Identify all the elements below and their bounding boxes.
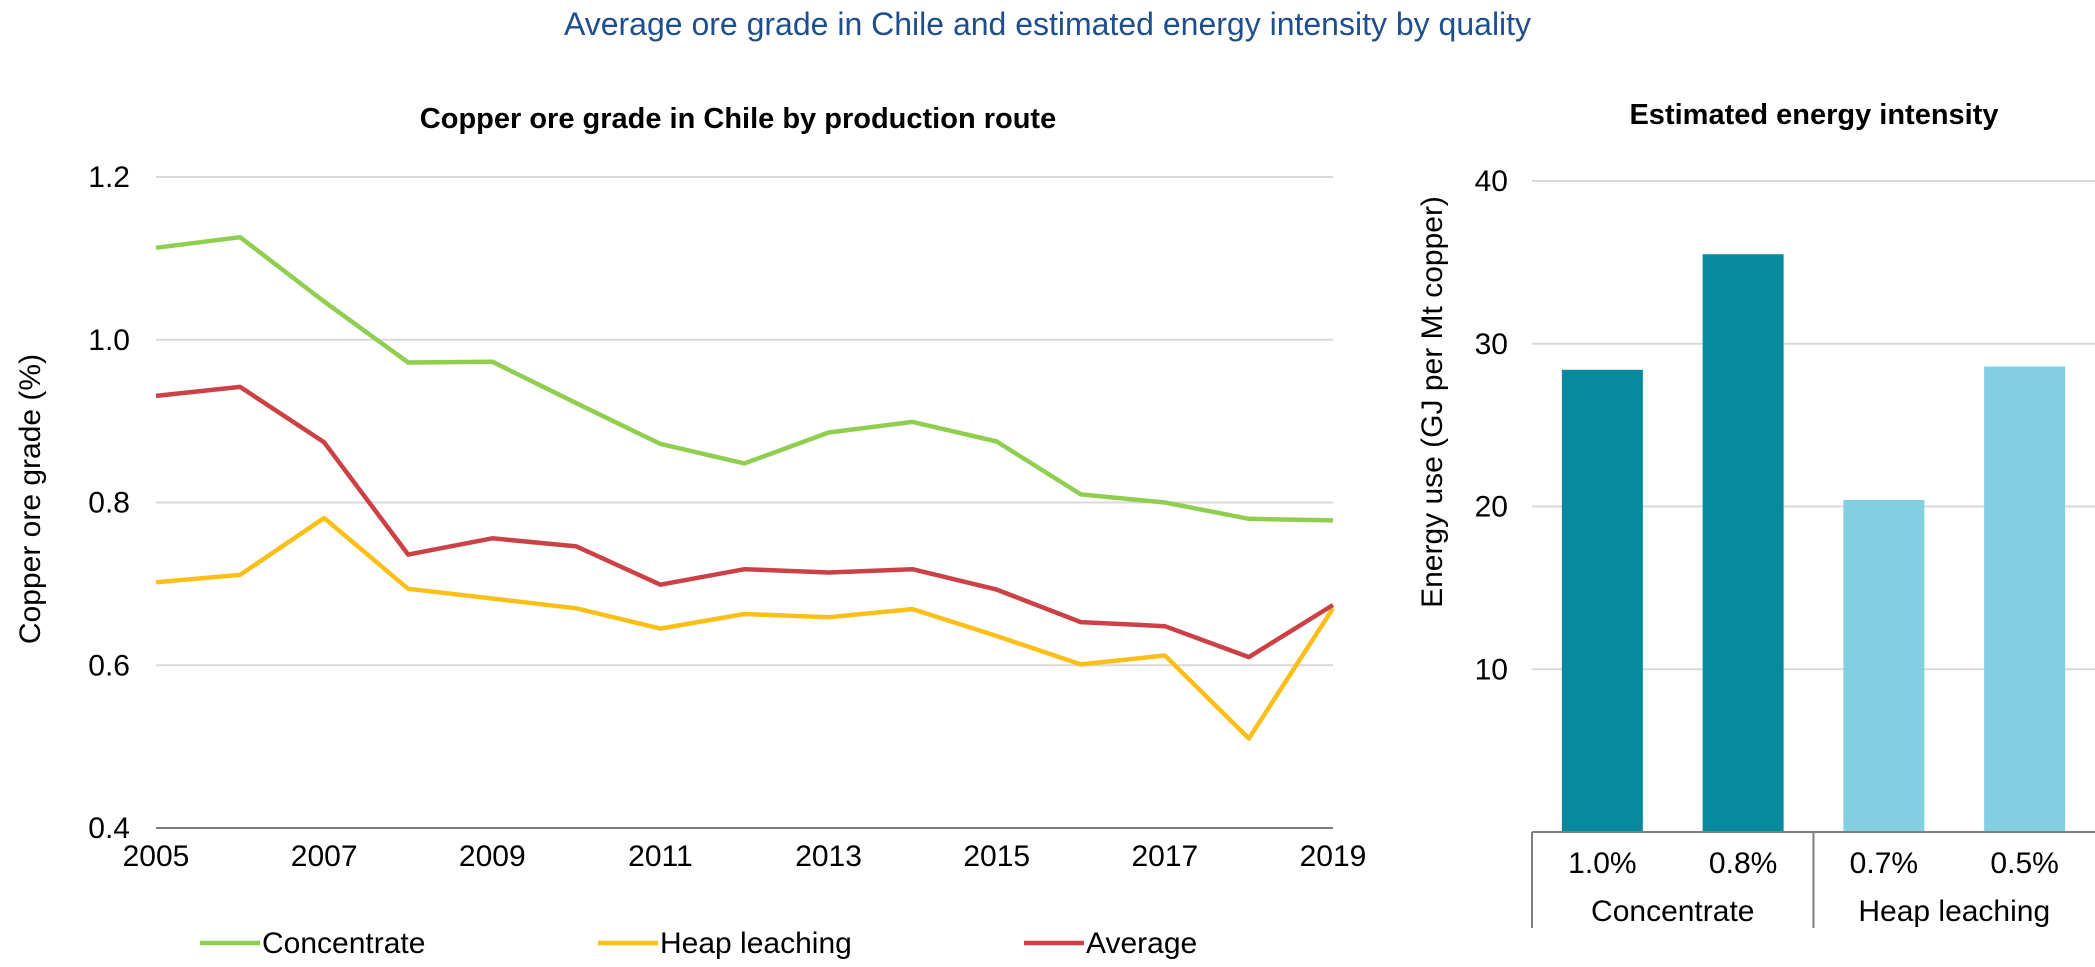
bar-chart-ytick-label: 30 [1475, 328, 1508, 361]
line-chart-title: Copper ore grade in Chile by production … [420, 103, 1056, 135]
line-chart-ytick-label: 1.0 [88, 324, 130, 357]
bar-category-label: 1.0% [1568, 847, 1636, 880]
line-chart-xtick-label: 2013 [795, 840, 862, 873]
line-chart-ytick-label: 0.6 [88, 649, 130, 682]
legend-label-concentrate: Concentrate [262, 927, 425, 960]
series-line-average [155, 384, 1335, 660]
line-chart-xticks: 2005 2007 2009 2011 2013 2015 2017 2019 [123, 840, 1367, 873]
bar-chart-category-axis: 1.0% 0.8% 0.7% 0.5% Concentrate Heap leaching [1531, 831, 2095, 928]
bar-category-label: 0.7% [1850, 847, 1918, 880]
bar-chart: Estimated energy intensity Energy use (G… [1416, 99, 2095, 928]
main-title: Average ore grade in Chile and estimated… [563, 6, 1532, 42]
bar-group-label: Concentrate [1591, 895, 1754, 928]
legend-label-heap-leaching: Heap leaching [660, 927, 852, 960]
line-chart-gridlines [156, 176, 1333, 829]
series-line-heap-leaching [155, 515, 1335, 741]
line-chart-series [155, 234, 1335, 741]
bar-group-label: Heap leaching [1858, 895, 2050, 928]
line-chart-ytick-label: 0.8 [88, 487, 130, 520]
line-chart-xtick-label: 2007 [291, 840, 358, 873]
line-chart-ytick-label: 0.4 [88, 812, 130, 845]
line-chart-legend: Concentrate Heap leaching Average [200, 927, 1197, 960]
bar-1.0% [1561, 369, 1643, 832]
line-chart-xtick-label: 2009 [459, 840, 526, 873]
series-line-concentrate [155, 234, 1334, 523]
line-chart-yticks: 0.4 0.6 0.8 1.0 1.2 [88, 161, 130, 845]
bar-chart-ytick-label: 10 [1475, 653, 1508, 686]
legend-label-average: Average [1086, 927, 1197, 960]
bar-chart-ylabel: Energy use (GJ per Mt copper) [1416, 196, 1449, 608]
bar-0.5% [1984, 366, 2066, 832]
bar-chart-ytick-label: 40 [1475, 165, 1508, 198]
bar-category-label: 0.8% [1709, 847, 1777, 880]
line-chart-ytick-label: 1.2 [88, 161, 130, 194]
line-chart-xtick-label: 2015 [963, 840, 1030, 873]
bar-0.7% [1843, 499, 1925, 832]
line-chart-xtick-label: 2005 [123, 840, 190, 873]
line-chart-xtick-label: 2019 [1300, 840, 1367, 873]
bar-chart-title: Estimated energy intensity [1629, 99, 1998, 131]
bar-0.8% [1702, 254, 1784, 833]
bar-category-label: 0.5% [1990, 847, 2058, 880]
line-chart-xtick-label: 2011 [628, 840, 693, 873]
line-chart-xtick-label: 2017 [1131, 840, 1198, 873]
line-chart: Copper ore grade in Chile by production … [14, 103, 1366, 960]
bar-chart-yticks: 10 20 30 40 [1475, 165, 1508, 686]
line-chart-ylabel: Copper ore grade (%) [14, 354, 47, 644]
bar-chart-bars [1561, 254, 2066, 833]
bar-chart-ytick-label: 20 [1475, 491, 1508, 524]
